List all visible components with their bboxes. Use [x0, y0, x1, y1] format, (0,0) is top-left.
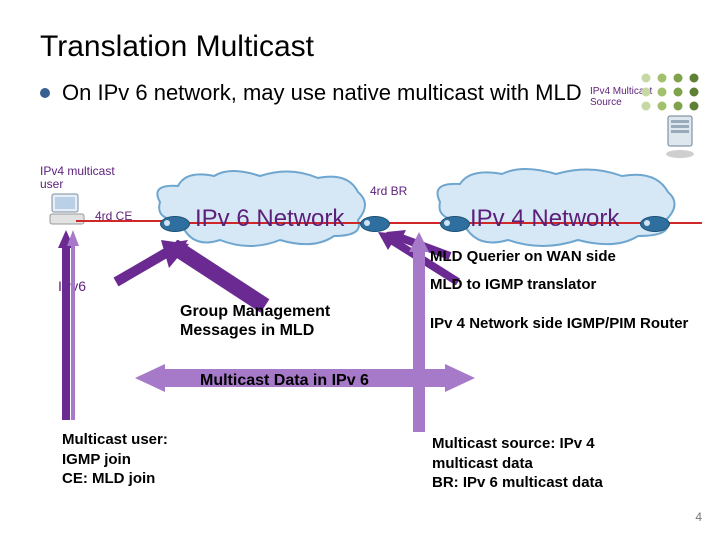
note-mld-querier: MLD Querier on WAN side — [430, 248, 616, 267]
router-icon — [160, 216, 190, 232]
ipv6-network-label: IPv 6 Network — [195, 205, 344, 233]
connection-line — [386, 222, 444, 224]
slide: Translation Multicast On IPv 6 network, … — [0, 0, 720, 540]
note-mld-igmp: MLD to IGMP translator — [430, 276, 596, 295]
mc-user-label: IPv4 multicast user — [40, 165, 115, 190]
bottom-left-text: Multicast user: IGMP join CE: MLD join — [62, 430, 168, 489]
note-igmp-pim: IPv 4 Network side IGMP/PIM Router — [430, 315, 688, 334]
slide-title: Translation Multicast — [40, 30, 314, 64]
br-label: 4rd BR — [370, 184, 407, 198]
connection-line — [666, 222, 702, 224]
group-mgmt-label: Group Management Messages in MLD — [180, 302, 330, 340]
server-icon — [662, 112, 702, 167]
bullet-dot-icon — [40, 88, 50, 98]
arrow-pc-up-icon — [55, 230, 85, 430]
ipv4-network-label: IPv 4 Network — [470, 205, 619, 233]
multicast-data-label: Multicast Data in IPv 6 — [200, 372, 369, 390]
page-number: 4 — [695, 510, 702, 524]
router-icon — [640, 216, 670, 232]
bottom-right-text: Multicast source: IPv 4 multicast data B… — [432, 434, 603, 493]
connection-line — [76, 220, 164, 222]
pc-icon — [48, 192, 88, 235]
bullet-text: On IPv 6 network, may use native multica… — [62, 80, 582, 106]
bullet-row: On IPv 6 network, may use native multica… — [40, 80, 582, 106]
